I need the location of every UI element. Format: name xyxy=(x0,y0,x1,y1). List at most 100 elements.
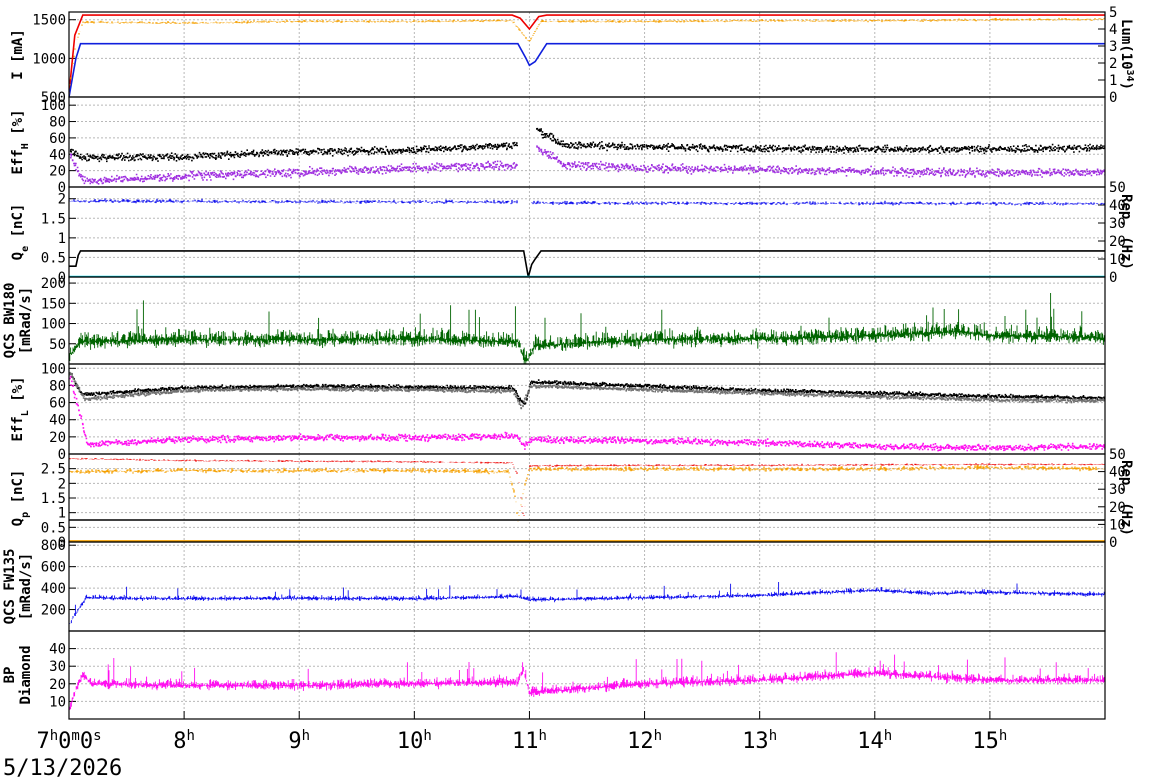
panel-frame xyxy=(68,276,1106,365)
ytick-label: 80 xyxy=(49,378,66,394)
series-eff-l-gray-1 xyxy=(69,371,1105,410)
y2tick-label: 5 xyxy=(1109,5,1117,21)
series-current-navy-1 xyxy=(69,42,1105,97)
ylabel-qcs-fw135-line2: [mRad/s] xyxy=(18,553,34,620)
ylabel-diamond-line2: Diamond xyxy=(18,645,34,704)
panel-qcs-fw135: 200 400 600 800 QCS FW135 [mRad/s] xyxy=(2,538,1106,632)
ytick-label: 1000 xyxy=(32,51,66,67)
series-charge-p-red-0 xyxy=(69,457,1105,516)
ylabel-current: I [mA] xyxy=(10,29,26,80)
ylabel-eff-h: EffH [%] xyxy=(10,109,31,174)
y2tick-label: 10 xyxy=(1109,517,1126,533)
ytick-label: 0 xyxy=(58,535,66,551)
y2tick-label: 20 xyxy=(1109,234,1126,250)
y2tick-label: 40 xyxy=(1109,198,1126,214)
series-qcs-fw135-blue-0 xyxy=(69,582,1105,625)
ytick-label: 150 xyxy=(41,296,66,312)
y2label-charge-e: Rep. (Hz) xyxy=(1118,194,1134,270)
ytick-label: 60 xyxy=(49,131,66,147)
xtick-label-11: 11h xyxy=(512,728,547,754)
y2tick-label: 0 xyxy=(1109,270,1117,286)
series-eff-h-purple-1 xyxy=(70,145,1105,185)
ytick-label: 0 xyxy=(58,270,66,286)
ytick-label: 40 xyxy=(49,147,66,163)
xtick-label-15: 15h xyxy=(972,728,1007,754)
ytick-label: 2 xyxy=(58,476,66,492)
y2tick-label: 0 xyxy=(1109,90,1117,106)
series-charge-e-black-1 xyxy=(69,250,1105,277)
ytick-label: 20 xyxy=(49,164,66,180)
ytick-label: 50 xyxy=(49,337,66,353)
ytick-label: 20 xyxy=(49,677,66,693)
ylabel-charge-p: Qp [nC] xyxy=(10,470,31,527)
panel-frame xyxy=(68,541,1106,632)
panel-frame xyxy=(68,630,1106,720)
ytick-label: 0.5 xyxy=(41,250,66,266)
ylabel-diamond: BP xyxy=(2,667,18,684)
ytick-label: 200 xyxy=(41,603,66,619)
series-eff-h-black-0 xyxy=(69,127,1105,163)
y2tick-label: 50 xyxy=(1109,180,1126,196)
ylabel-qcs-bw180-line2: [mRad/s] xyxy=(18,287,34,354)
panel-qcs-bw180: 50 100 150 200 QCS BW180 [mRad/s] xyxy=(2,276,1106,365)
ytick-label: 1.5 xyxy=(41,211,66,227)
xtick-label-12: 12h xyxy=(627,728,662,754)
ytick-label: 80 xyxy=(49,115,66,131)
y2tick-label: 1 xyxy=(1109,73,1117,89)
time-axis: 7h0m0s 8h 9h 10h 11h 12h 13h 14h 15h xyxy=(36,711,1007,754)
ylabel-qcs-bw180: QCS BW180 xyxy=(2,283,18,359)
y2tick-label: 2 xyxy=(1109,56,1117,72)
y2label-charge-p: Rep. (Hz) xyxy=(1118,460,1134,536)
ytick-label: 40 xyxy=(49,642,66,658)
xtick-label-10: 10h xyxy=(397,728,432,754)
ytick-label: 2.5 xyxy=(41,462,66,478)
panel-frame xyxy=(68,11,1106,98)
ytick-label: 20 xyxy=(49,430,66,446)
xtick-label-8: 8h xyxy=(173,728,195,754)
ytick-label: 1 xyxy=(58,231,66,247)
y2tick-label: 20 xyxy=(1109,500,1126,516)
series-diamond-magenta-0 xyxy=(69,652,1105,711)
ytick-label: 60 xyxy=(49,396,66,412)
ylabel-charge-e: Qe [nC] xyxy=(10,204,31,261)
series-current-red-0 xyxy=(69,14,1105,94)
ytick-label: 10 xyxy=(49,694,66,710)
y2tick-label: 3 xyxy=(1109,39,1117,55)
ylabel-eff-l: EffL [%] xyxy=(10,376,31,441)
xtick-label-14: 14h xyxy=(857,728,892,754)
date-label: 5/13/2026 xyxy=(3,756,123,781)
series-current-orange-2 xyxy=(69,17,1105,95)
ytick-label: 2 xyxy=(58,192,66,208)
series-charge-e-blue-0 xyxy=(69,198,1105,206)
ylabel-qcs-fw135: QCS FW135 xyxy=(2,549,18,625)
ytick-label: 0.5 xyxy=(41,520,66,536)
xtick-label-13: 13h xyxy=(742,728,777,754)
y2tick-label: 0 xyxy=(1109,535,1117,551)
ytick-label: 1500 xyxy=(32,13,66,29)
ytick-label: 100 xyxy=(41,98,66,114)
ytick-label: 1.5 xyxy=(41,491,66,507)
ytick-label: 100 xyxy=(41,317,66,333)
ytick-label: 100 xyxy=(41,361,66,377)
xtick-label-7: 7h0m0s xyxy=(36,728,101,754)
ytick-label: 500 xyxy=(41,90,66,106)
ytick-label: 600 xyxy=(41,560,66,576)
ytick-label: 1 xyxy=(58,506,66,522)
ytick-label: 200 xyxy=(41,276,66,292)
y2tick-label: 50 xyxy=(1109,447,1126,463)
y2tick-label: 40 xyxy=(1109,465,1126,481)
ytick-label: 800 xyxy=(41,538,66,554)
y2tick-label: 30 xyxy=(1109,216,1126,232)
ytick-label: 400 xyxy=(41,581,66,597)
series-charge-p-orange-1 xyxy=(69,465,1105,522)
panel-frame xyxy=(68,96,1106,188)
y2label-current: Lum(1034) xyxy=(1118,19,1136,90)
xtick-label-9: 9h xyxy=(288,728,310,754)
